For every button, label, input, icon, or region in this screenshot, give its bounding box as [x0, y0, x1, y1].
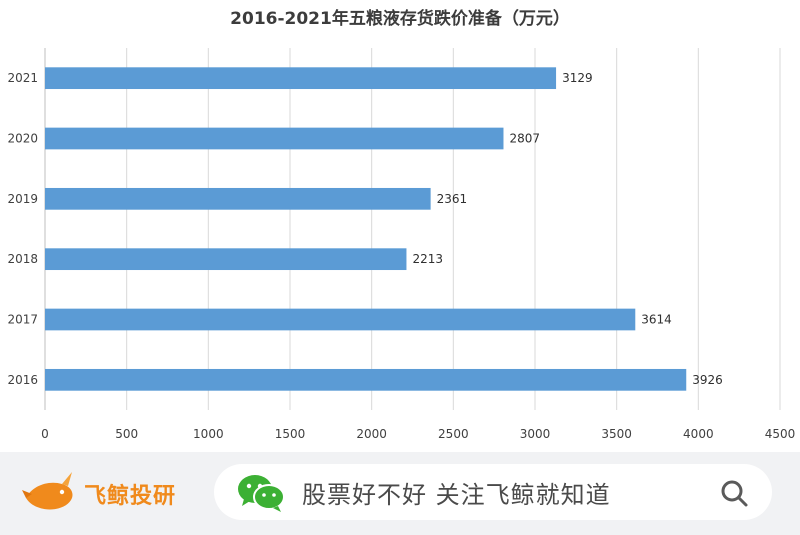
x-tick-label: 2500 [438, 427, 469, 441]
x-tick-label: 4500 [765, 427, 796, 441]
x-tick-label: 3500 [601, 427, 632, 441]
search-bar[interactable]: 股票好不好 关注飞鲸就知道 [214, 464, 772, 520]
footer-banner: 飞鲸投研 股票好不好 关注飞鲸就知道 [0, 452, 800, 535]
y-axis-labels: 2021 2020 2019 2018 2017 2016 [7, 71, 38, 387]
y-category-label: 2016 [7, 373, 38, 387]
gridlines [44, 48, 781, 410]
data-label: 3129 [562, 71, 593, 85]
x-tick-label: 3000 [520, 427, 551, 441]
bar [45, 67, 557, 90]
bar [45, 368, 687, 391]
search-icon[interactable] [718, 477, 750, 509]
bar-chart: 2016-2021年五粮液存货跌价准备（万元） 3129 2807 2361 2213… [7, 8, 795, 441]
x-tick-label: 2000 [356, 427, 387, 441]
y-category-label: 2020 [7, 132, 38, 146]
bar [45, 248, 407, 271]
chart-title: 2016-2021年五粮液存货跌价准备（万元） [230, 8, 570, 29]
data-label: 3926 [692, 373, 723, 387]
data-label: 3614 [641, 313, 672, 327]
x-tick-label: 4000 [683, 427, 714, 441]
x-tick-label: 1000 [193, 427, 224, 441]
wechat-icon [238, 475, 285, 512]
search-text: 股票好不好 关注飞鲸就知道 [302, 481, 611, 509]
bar [45, 308, 636, 331]
y-category-label: 2019 [7, 192, 38, 206]
data-label: 2213 [412, 252, 443, 266]
y-category-label: 2018 [7, 252, 38, 266]
data-labels: 3129 2807 2361 2213 3614 3926 [412, 71, 722, 387]
bar [45, 187, 431, 210]
x-tick-label: 0 [41, 427, 49, 441]
brand[interactable]: 飞鲸投研 [22, 468, 202, 516]
y-category-label: 2021 [7, 71, 38, 85]
data-label: 2361 [437, 192, 468, 206]
x-tick-label: 500 [115, 427, 138, 441]
y-category-label: 2017 [7, 313, 38, 327]
brand-name: 飞鲸投研 [84, 484, 177, 509]
x-tick-label: 1500 [275, 427, 306, 441]
bar [45, 127, 504, 150]
data-label: 2807 [509, 132, 540, 146]
x-axis-labels: 0 500 1000 1500 2000 2500 3000 3500 4000 4500 [41, 427, 795, 441]
bars [45, 67, 687, 391]
whale-logo-icon [22, 472, 73, 510]
